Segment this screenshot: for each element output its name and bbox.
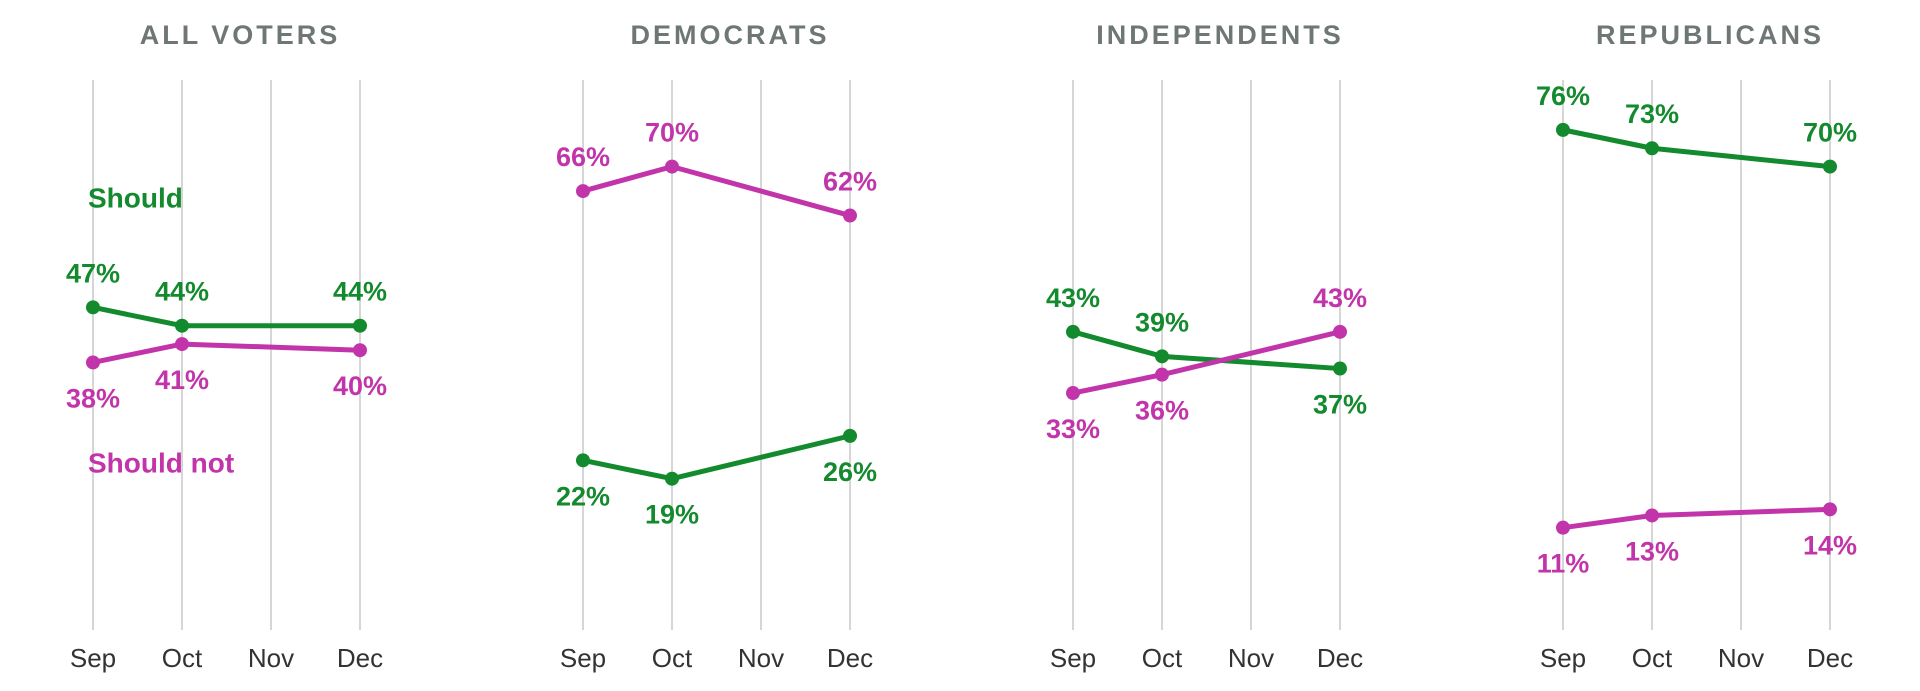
x-tick-label: Nov — [738, 643, 784, 673]
panel-republicans: REPUBLICANS Sep Oct Nov Dec 76% 73% 70% 11% 13% 1… — [1470, 0, 1920, 691]
series-line — [580, 164, 853, 219]
series-name-label: Should — [88, 182, 183, 213]
data-point — [1556, 122, 1570, 137]
data-point — [353, 343, 367, 358]
data-point — [1823, 159, 1837, 174]
x-tick-label: Oct — [1142, 643, 1183, 673]
data-point — [665, 159, 679, 174]
x-tick-label: Oct — [1632, 643, 1673, 673]
series-line — [1560, 506, 1833, 531]
x-tick-label: Nov — [1228, 643, 1274, 673]
data-label: 70% — [1803, 118, 1857, 148]
data-label: 76% — [1536, 81, 1590, 111]
data-point — [1333, 361, 1347, 376]
panel-democrats: DEMOCRATS Sep Oct Nov Dec 22% 19% 26% 66% 70% 62% — [490, 0, 970, 691]
x-tick-label: Dec — [827, 643, 873, 673]
data-point — [576, 453, 590, 468]
panel-all-voters: ALL VOTERS Sep Oct Nov Dec 47% 44% 44% Should 38… — [0, 0, 480, 691]
data-label: 70% — [645, 118, 699, 148]
data-point — [1066, 386, 1080, 401]
data-point — [1155, 349, 1169, 364]
plot-all-voters: Sep Oct Nov Dec 47% 44% 44% Should 38% 41% 40% Shou… — [66, 80, 387, 673]
data-point — [843, 208, 857, 223]
data-label: 36% — [1135, 396, 1189, 426]
data-label: 44% — [333, 277, 387, 307]
plot-independents: Sep Oct Nov Dec 43% 39% 37% 33% 36% 43% — [1046, 80, 1367, 673]
data-label: 11% — [1537, 549, 1590, 579]
series-line — [90, 304, 363, 329]
data-label: 37% — [1313, 390, 1367, 420]
data-point — [1556, 520, 1570, 535]
data-label: 40% — [333, 371, 387, 401]
data-point — [1155, 367, 1169, 382]
data-point — [576, 184, 590, 199]
data-label: 73% — [1625, 99, 1679, 129]
x-tick-label: Dec — [1317, 643, 1363, 673]
data-label: 44% — [155, 277, 209, 307]
x-tick-label: Oct — [652, 643, 693, 673]
data-point — [1823, 502, 1837, 517]
x-tick-label: Oct — [162, 643, 203, 673]
data-label: 33% — [1046, 414, 1100, 444]
data-label: 43% — [1046, 283, 1100, 313]
data-label: 43% — [1313, 283, 1367, 313]
data-label: 13% — [1625, 536, 1679, 566]
data-point — [665, 471, 679, 486]
data-label: 22% — [556, 481, 610, 511]
panel-title: ALL VOTERS — [139, 20, 341, 50]
series-line — [580, 433, 853, 482]
series-line — [1560, 127, 1833, 170]
data-label: 47% — [66, 258, 120, 288]
data-point — [175, 318, 189, 333]
x-tick-label: Sep — [70, 643, 116, 673]
data-label: 14% — [1803, 530, 1857, 560]
data-label: 39% — [1135, 307, 1189, 337]
data-point — [1333, 324, 1347, 339]
panel-independents: INDEPENDENTS Sep Oct Nov Dec 43% 39% 37% 33% 36%… — [980, 0, 1460, 691]
data-point — [175, 337, 189, 352]
x-tick-label: Nov — [1718, 643, 1764, 673]
panel-title: DEMOCRATS — [630, 20, 830, 50]
data-label: 19% — [645, 500, 699, 530]
data-point — [86, 355, 100, 370]
x-tick-label: Dec — [1807, 643, 1853, 673]
data-label: 38% — [66, 383, 120, 413]
x-tick-label: Dec — [337, 643, 383, 673]
series-line — [90, 341, 363, 365]
panel-title: REPUBLICANS — [1595, 20, 1824, 50]
data-label: 26% — [823, 457, 877, 487]
data-point — [1645, 508, 1659, 523]
data-point — [1645, 141, 1659, 156]
plot-republicans: Sep Oct Nov Dec 76% 73% 70% 11% 13% 14% — [1536, 80, 1857, 673]
data-label: 41% — [155, 365, 209, 395]
series-name-label: Should not — [88, 447, 234, 478]
data-point — [843, 428, 857, 443]
data-label: 62% — [823, 167, 877, 197]
data-label: 66% — [556, 142, 610, 172]
x-tick-label: Sep — [1540, 643, 1586, 673]
x-tick-label: Sep — [1050, 643, 1096, 673]
panel-title: INDEPENDENTS — [1096, 20, 1344, 50]
x-tick-label: Nov — [248, 643, 294, 673]
x-tick-label: Sep — [560, 643, 606, 673]
data-point — [353, 318, 367, 333]
data-point — [86, 300, 100, 315]
plot-democrats: Sep Oct Nov Dec 22% 19% 26% 66% 70% 62% — [556, 80, 877, 673]
data-point — [1066, 324, 1080, 339]
